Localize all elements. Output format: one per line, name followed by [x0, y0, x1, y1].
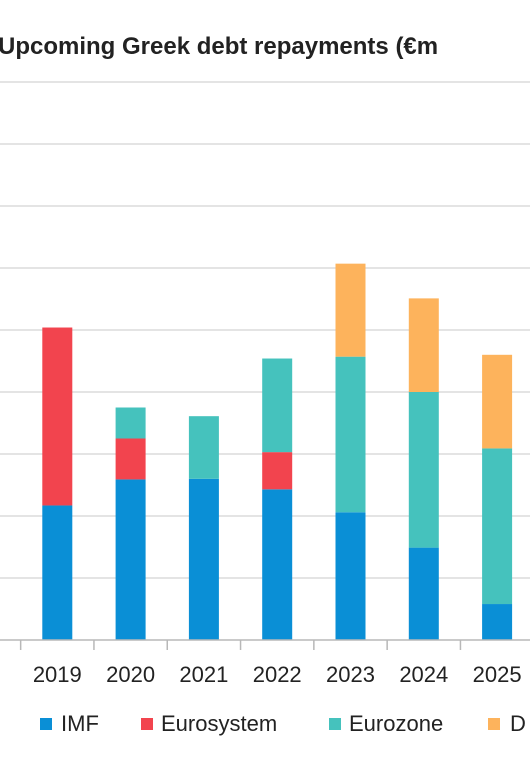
- gridlines: [0, 81, 530, 579]
- bar-segment: [188, 416, 219, 479]
- bar-segment: [188, 478, 219, 640]
- legend-label: D: [510, 711, 526, 736]
- bar-segment: [335, 356, 366, 513]
- bar-segment: [115, 438, 146, 480]
- legend-swatch: [329, 718, 341, 730]
- bar-segment: [482, 448, 513, 605]
- bar-segment: [482, 604, 513, 640]
- bar-segment: [115, 479, 146, 640]
- bar-segment: [335, 512, 366, 640]
- bar-segment: [262, 489, 293, 640]
- x-tick-label: 2022: [253, 662, 302, 687]
- bar-segment: [262, 452, 293, 490]
- legend: IMF Eurosystem Eurozone D: [40, 711, 526, 736]
- legend-label: Eurozone: [349, 711, 443, 736]
- bar-segment: [335, 263, 366, 357]
- legend-swatch: [488, 718, 500, 730]
- legend-label: IMF: [61, 711, 99, 736]
- bar-segment: [408, 298, 439, 392]
- x-tick-label: 2021: [179, 662, 228, 687]
- bar-segment: [42, 505, 73, 640]
- chart-title: Upcoming Greek debt repayments (€m: [0, 33, 438, 60]
- x-tick-label: 2019: [33, 662, 82, 687]
- legend-swatch: [40, 718, 52, 730]
- bar-segment: [115, 407, 146, 439]
- bar-segment: [408, 392, 439, 548]
- x-tick-label: 2023: [326, 662, 375, 687]
- x-tick-label: 2020: [106, 662, 155, 687]
- x-tick-label: 2025: [473, 662, 522, 687]
- bar-segment: [42, 327, 73, 506]
- bar-segment: [482, 354, 513, 449]
- legend-swatch: [141, 718, 153, 730]
- bar-segment: [408, 547, 439, 640]
- legend-label: Eurosystem: [161, 711, 277, 736]
- bar-segment: [262, 358, 293, 453]
- x-tick-label: 2024: [399, 662, 448, 687]
- x-ticks: 82019202020212022202320242025: [19, 640, 522, 687]
- bars: [42, 263, 513, 640]
